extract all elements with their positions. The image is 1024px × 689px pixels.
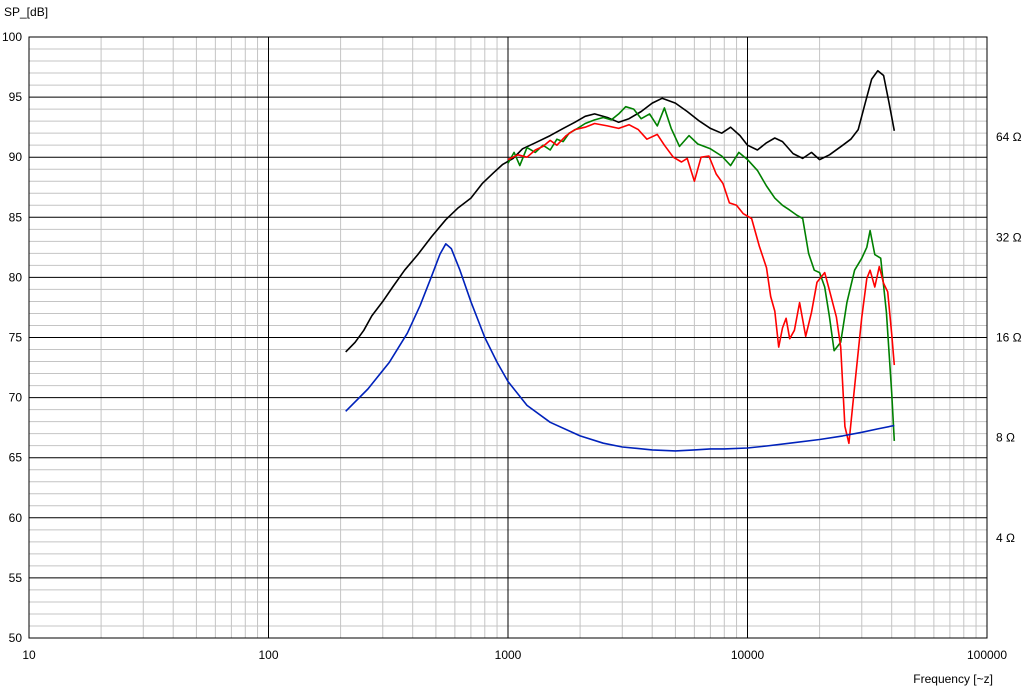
series-line-1 [345, 69, 896, 353]
series-lines [345, 69, 896, 452]
impedance-tick-label: 8 Ω [996, 431, 1015, 445]
x-axis-label: Frequency [~z] [913, 672, 993, 686]
y-tick-label: 60 [9, 511, 23, 525]
y-tick-label: 100 [2, 30, 22, 44]
x-tick-label: 100000 [967, 648, 1007, 662]
y-tick-label: 80 [9, 270, 23, 284]
y-tick-label: 90 [9, 150, 23, 164]
y-tick-label: 70 [9, 391, 23, 405]
x-tick-labels: 10 100 1000 10000 100000 [22, 648, 1007, 662]
plot-frame [28, 36, 988, 639]
x-tick-label: 1000 [495, 648, 522, 662]
impedance-tick-label: 4 Ω [996, 531, 1015, 545]
series-line-4 [345, 243, 895, 452]
x-tick-label: 10 [22, 648, 36, 662]
impedance-tick-labels: 64 Ω 32 Ω 16 Ω 8 Ω 4 Ω [996, 130, 1022, 545]
y-tick-label: 65 [9, 451, 23, 465]
impedance-tick-label: 32 Ω [996, 230, 1022, 244]
impedance-tick-label: 16 Ω [996, 331, 1022, 345]
y-tick-label: 85 [9, 210, 23, 224]
x-tick-label: 100 [258, 648, 278, 662]
y-tick-labels: 100 95 90 85 80 75 70 65 60 55 50 [2, 30, 22, 645]
y-axis-label: SP_[dB] [4, 5, 48, 19]
x-tick-label: 10000 [731, 648, 765, 662]
y-tick-label: 55 [9, 571, 23, 585]
y-tick-label: 75 [9, 331, 23, 345]
y-tick-label: 50 [9, 631, 23, 645]
series-line-3 [507, 122, 896, 445]
y-tick-label: 95 [9, 90, 23, 104]
impedance-tick-label: 64 Ω [996, 130, 1022, 144]
